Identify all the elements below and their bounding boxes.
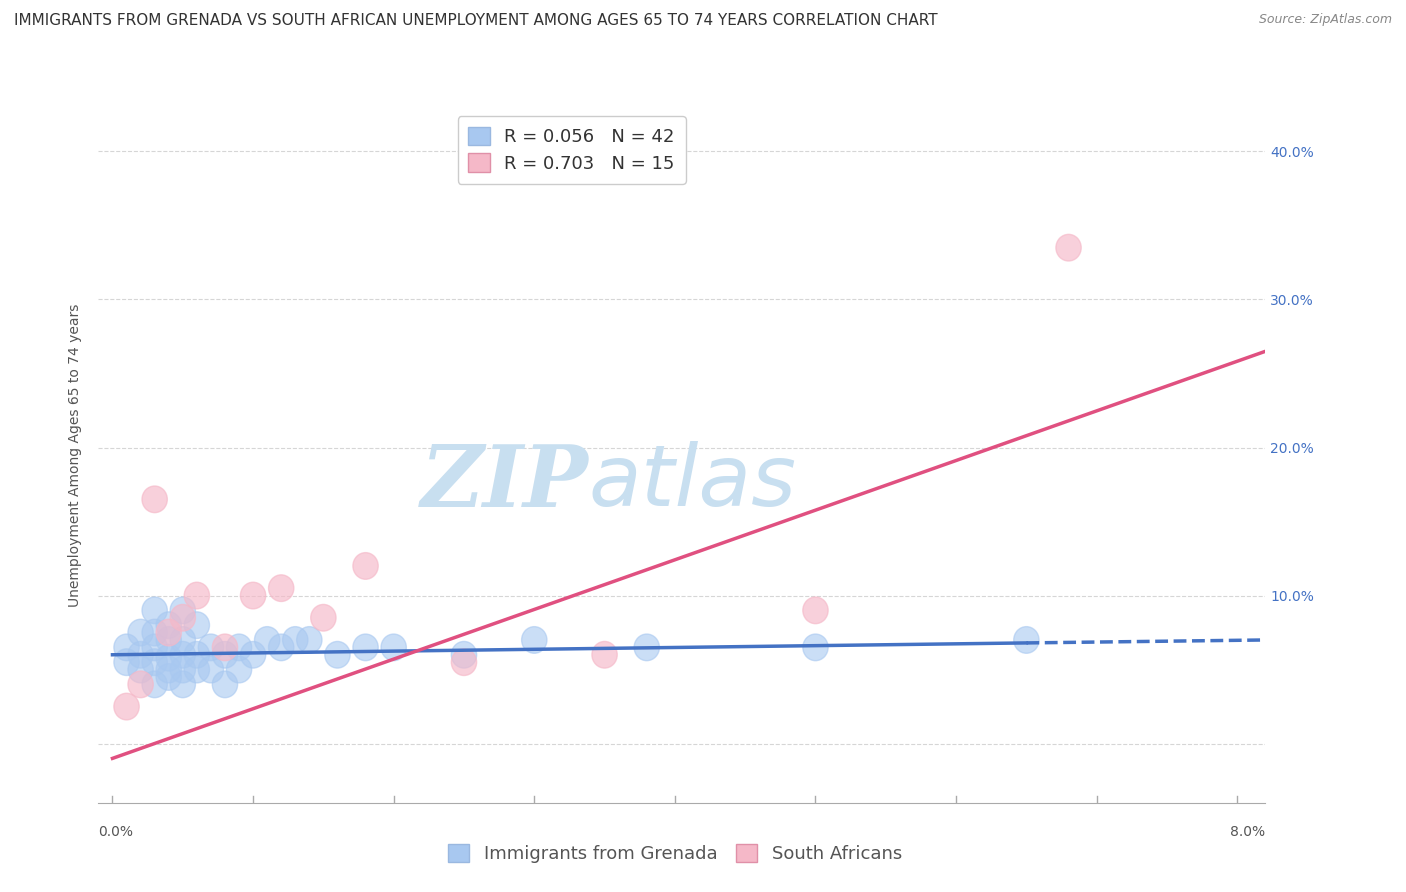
Ellipse shape [184,582,209,609]
Y-axis label: Unemployment Among Ages 65 to 74 years: Unemployment Among Ages 65 to 74 years [69,303,83,607]
Ellipse shape [170,605,195,631]
Ellipse shape [170,657,195,683]
Ellipse shape [212,671,238,698]
Ellipse shape [114,693,139,720]
Ellipse shape [142,634,167,661]
Ellipse shape [142,597,167,624]
Ellipse shape [184,612,209,639]
Ellipse shape [1056,235,1081,261]
Ellipse shape [142,671,167,698]
Ellipse shape [1014,627,1039,653]
Ellipse shape [353,553,378,579]
Text: 8.0%: 8.0% [1230,825,1265,839]
Ellipse shape [170,597,195,624]
Ellipse shape [184,657,209,683]
Ellipse shape [522,627,547,653]
Ellipse shape [156,627,181,653]
Text: 0.0%: 0.0% [98,825,134,839]
Ellipse shape [311,605,336,631]
Ellipse shape [156,619,181,646]
Ellipse shape [128,671,153,698]
Ellipse shape [142,648,167,675]
Ellipse shape [269,574,294,601]
Ellipse shape [240,641,266,668]
Text: ZIP: ZIP [420,441,589,524]
Ellipse shape [114,634,139,661]
Ellipse shape [198,657,224,683]
Ellipse shape [634,634,659,661]
Ellipse shape [381,634,406,661]
Ellipse shape [269,634,294,661]
Ellipse shape [142,619,167,646]
Ellipse shape [240,582,266,609]
Ellipse shape [128,619,153,646]
Ellipse shape [226,634,252,661]
Ellipse shape [170,641,195,668]
Ellipse shape [451,641,477,668]
Ellipse shape [212,641,238,668]
Ellipse shape [114,648,139,675]
Ellipse shape [128,641,153,668]
Ellipse shape [212,634,238,661]
Legend: Immigrants from Grenada, South Africans: Immigrants from Grenada, South Africans [437,833,912,874]
Ellipse shape [156,644,181,671]
Ellipse shape [170,627,195,653]
Ellipse shape [325,641,350,668]
Ellipse shape [156,664,181,690]
Ellipse shape [156,657,181,683]
Ellipse shape [198,634,224,661]
Ellipse shape [254,627,280,653]
Ellipse shape [283,627,308,653]
Ellipse shape [803,597,828,624]
Ellipse shape [353,634,378,661]
Text: Source: ZipAtlas.com: Source: ZipAtlas.com [1258,13,1392,27]
Text: IMMIGRANTS FROM GRENADA VS SOUTH AFRICAN UNEMPLOYMENT AMONG AGES 65 TO 74 YEARS : IMMIGRANTS FROM GRENADA VS SOUTH AFRICAN… [14,13,938,29]
Ellipse shape [184,641,209,668]
Ellipse shape [170,671,195,698]
Ellipse shape [128,657,153,683]
Legend: R = 0.056   N = 42, R = 0.703   N = 15: R = 0.056 N = 42, R = 0.703 N = 15 [457,116,686,184]
Ellipse shape [803,634,828,661]
Text: atlas: atlas [589,442,797,524]
Ellipse shape [226,657,252,683]
Ellipse shape [142,486,167,513]
Ellipse shape [297,627,322,653]
Ellipse shape [451,648,477,675]
Ellipse shape [156,612,181,639]
Ellipse shape [592,641,617,668]
